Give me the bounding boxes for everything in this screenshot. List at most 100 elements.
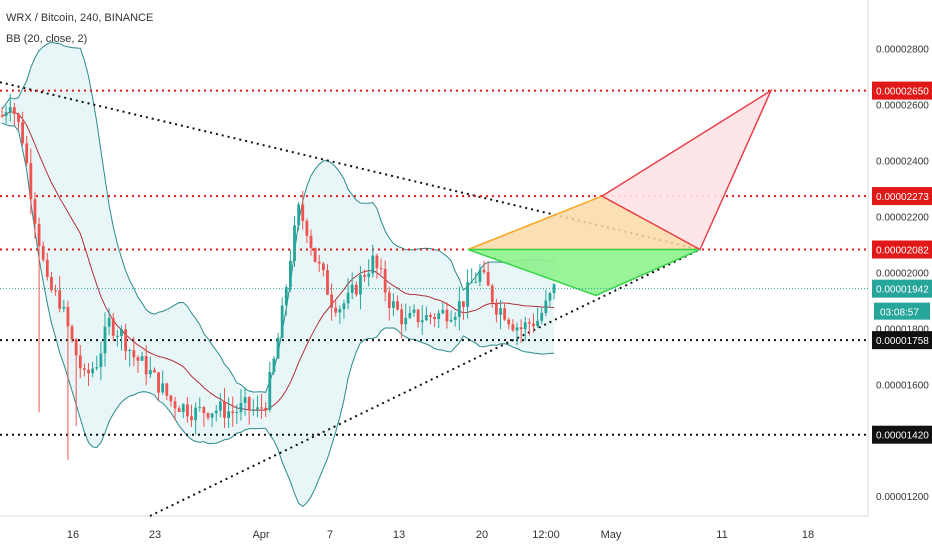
candle-body[interactable] — [441, 309, 445, 314]
candle-body[interactable] — [218, 401, 222, 411]
candle-body[interactable] — [243, 397, 247, 403]
candle-body[interactable] — [392, 301, 395, 308]
candle-body[interactable] — [12, 107, 16, 114]
candle-body[interactable] — [445, 309, 449, 322]
candle-body[interactable] — [330, 294, 333, 308]
candle-body[interactable] — [552, 284, 556, 294]
candle-body[interactable] — [429, 314, 432, 317]
candle-body[interactable] — [8, 107, 12, 113]
candle-body[interactable] — [62, 306, 66, 309]
candle-body[interactable] — [305, 220, 309, 236]
candle-body[interactable] — [0, 115, 4, 117]
candle-body[interactable] — [247, 397, 251, 410]
red-projection-triangle[interactable] — [600, 88, 773, 251]
candle-body[interactable] — [95, 367, 99, 369]
candle-body[interactable] — [350, 284, 354, 293]
candle-body[interactable] — [363, 275, 366, 277]
candle-body[interactable] — [120, 329, 123, 336]
candle-body[interactable] — [284, 287, 288, 306]
candle-body[interactable] — [227, 411, 230, 418]
candle-body[interactable] — [367, 273, 371, 277]
candle-body[interactable] — [66, 306, 70, 327]
candle-body[interactable] — [437, 313, 441, 320]
candle-body[interactable] — [462, 301, 465, 307]
candle-body[interactable] — [50, 276, 53, 291]
candle-body[interactable] — [424, 314, 428, 321]
candle-body[interactable] — [470, 282, 474, 284]
candle-body[interactable] — [338, 309, 342, 313]
candle-body[interactable] — [198, 407, 202, 409]
candle-body[interactable] — [317, 261, 321, 264]
candle-body[interactable] — [194, 407, 198, 421]
candle-body[interactable] — [495, 302, 498, 315]
candle-body[interactable] — [107, 317, 111, 327]
candle-body[interactable] — [433, 316, 436, 320]
candle-body[interactable] — [540, 313, 544, 321]
candle-body[interactable] — [41, 245, 45, 260]
candle-body[interactable] — [124, 329, 127, 352]
candle-body[interactable] — [272, 358, 276, 372]
candle-body[interactable] — [17, 113, 20, 123]
candle-body[interactable] — [74, 339, 78, 356]
candle-body[interactable] — [548, 293, 552, 301]
candle-body[interactable] — [490, 285, 494, 303]
candle-body[interactable] — [408, 312, 412, 318]
candle-body[interactable] — [412, 309, 416, 313]
candle-body[interactable] — [354, 284, 358, 295]
candle-body[interactable] — [21, 122, 24, 144]
candle-body[interactable] — [420, 320, 424, 323]
candle-body[interactable] — [202, 407, 206, 414]
candle-body[interactable] — [206, 413, 210, 418]
candle-body[interactable] — [466, 282, 469, 307]
candle-body[interactable] — [33, 199, 37, 224]
candle-body[interactable] — [256, 407, 259, 410]
candle-body[interactable] — [499, 308, 502, 315]
candle-body[interactable] — [474, 281, 478, 283]
candle-body[interactable] — [301, 204, 305, 221]
candle-body[interactable] — [507, 319, 511, 325]
candle-body[interactable] — [140, 356, 144, 361]
candle-body[interactable] — [210, 413, 214, 418]
candle-body[interactable] — [235, 412, 239, 414]
candle-body[interactable] — [78, 355, 82, 369]
candle-body[interactable] — [511, 324, 515, 331]
candle-body[interactable] — [276, 337, 280, 359]
candle-body[interactable] — [359, 275, 362, 295]
candle-body[interactable] — [132, 350, 136, 358]
candle-body[interactable] — [527, 322, 531, 324]
candle-body[interactable] — [371, 255, 375, 274]
candle-body[interactable] — [37, 223, 41, 246]
candle-body[interactable] — [297, 204, 301, 226]
candle-body[interactable] — [523, 322, 527, 330]
candle-body[interactable] — [251, 409, 255, 411]
candle-body[interactable] — [264, 407, 268, 410]
candle-body[interactable] — [190, 416, 193, 421]
candle-body[interactable] — [115, 335, 119, 337]
candle-body[interactable] — [223, 401, 226, 418]
candle-body[interactable] — [136, 357, 140, 361]
candle-body[interactable] — [161, 383, 165, 393]
candle-body[interactable] — [25, 143, 29, 164]
candle-body[interactable] — [478, 269, 482, 282]
candle-body[interactable] — [128, 350, 132, 352]
candle-body[interactable] — [45, 259, 49, 277]
candle-body[interactable] — [214, 410, 218, 414]
candle-body[interactable] — [231, 411, 235, 414]
candle-body[interactable] — [91, 368, 95, 374]
candle-body[interactable] — [326, 270, 329, 295]
candle-body[interactable] — [379, 267, 383, 269]
candle-body[interactable] — [482, 269, 486, 273]
candle-body[interactable] — [173, 401, 177, 409]
candle-body[interactable] — [387, 292, 391, 308]
candle-body[interactable] — [342, 303, 346, 310]
candle-body[interactable] — [29, 163, 33, 200]
candle-body[interactable] — [280, 305, 284, 338]
candle-body[interactable] — [486, 272, 490, 286]
candle-body[interactable] — [239, 402, 243, 413]
candle-body[interactable] — [87, 369, 90, 374]
candle-body[interactable] — [293, 225, 296, 261]
candle-body[interactable] — [70, 326, 74, 340]
candle-body[interactable] — [103, 326, 107, 354]
